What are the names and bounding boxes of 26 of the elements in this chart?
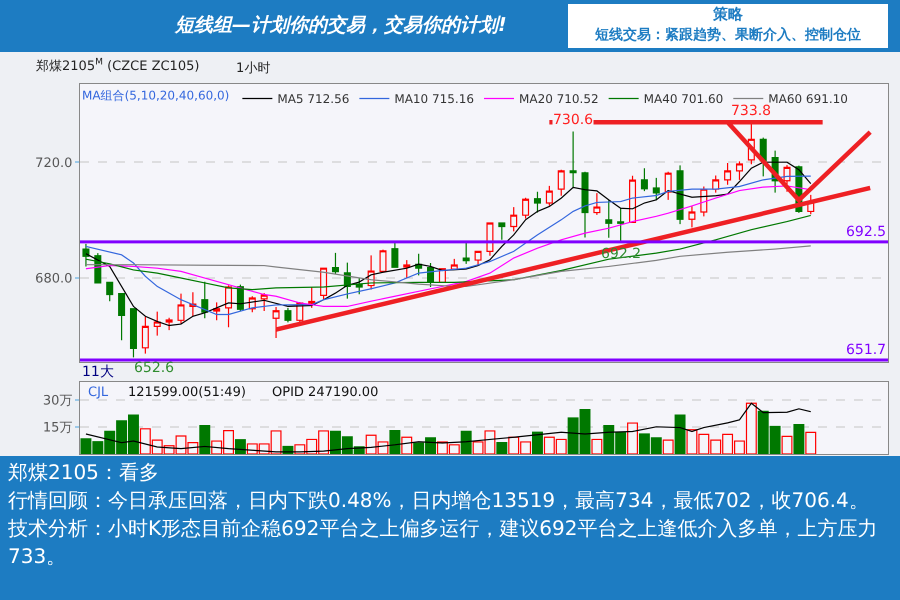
legend-label: MA40 701.60 [644,92,724,106]
text: 短线组—计划你的交易，交易你的计划! [175,13,507,38]
text: 11大 [82,364,114,380]
y-tick-label: 680.0 [35,272,72,287]
legend-label: MA5 712.56 [277,92,350,106]
annotation: CJL [88,385,109,400]
text: 行情回顾：今日承压回落，日内下跌0.48%，日内增仓13519，最高734，最低702，收706.4。 [8,487,870,514]
legend-label: MA10 715.16 [394,92,474,106]
annotation: OPID 247190.00 [272,385,378,400]
legend-label: MA20 710.52 [519,92,599,106]
y-tick-label: 720.0 [35,156,72,171]
y-tick-label: 30万 [42,394,72,409]
ref-line-label: 692.5 [846,224,886,240]
text: 技术分析：小时K形态目前企稳692平台之上偏多运行，建议692平台之上逢低介入多单，上方压力733。 [8,515,878,570]
chart-subtitle: 1小时 [236,61,270,76]
text: 策略 [712,4,744,24]
ref-line-label: 651.7 [846,342,886,358]
annotation: 121599.00(51:49) [128,385,246,400]
text: 短线交易：紧跟趋势、果断介入、控制仓位 [594,26,862,45]
y-tick-label: 15万 [42,420,72,436]
text: 郑煤2105：看多 [8,459,160,486]
chart-title: 郑煤2105$^{M}$ (CZCE ZC105) [36,58,200,74]
annotation: 652.6 [134,360,174,376]
annotation: 730.6 [553,112,594,128]
annotation: 733.8 [731,103,772,119]
legend-title: MA组合(5,10,20,40,60,0) [82,88,230,103]
